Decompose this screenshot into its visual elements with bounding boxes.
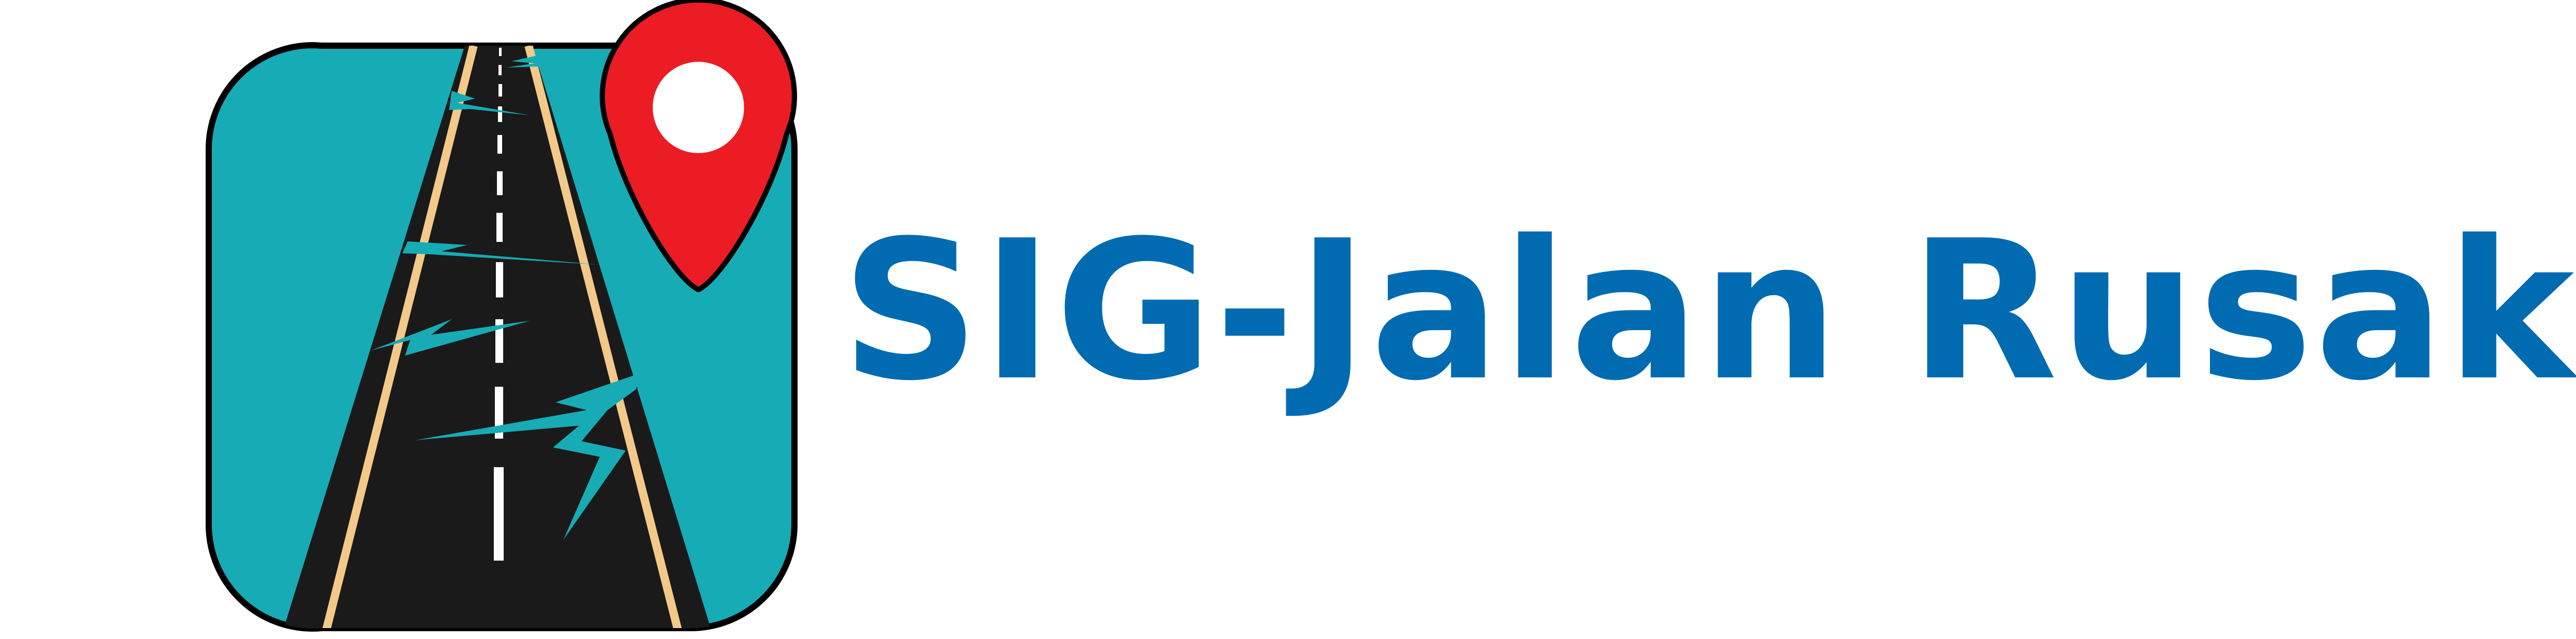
crack-icon <box>371 55 639 540</box>
center-dashes <box>494 48 504 561</box>
road-edge-line-right <box>524 45 684 629</box>
app-title: SIG-Jalan Rusak <box>841 200 2576 423</box>
map-pin-icon <box>600 0 797 292</box>
